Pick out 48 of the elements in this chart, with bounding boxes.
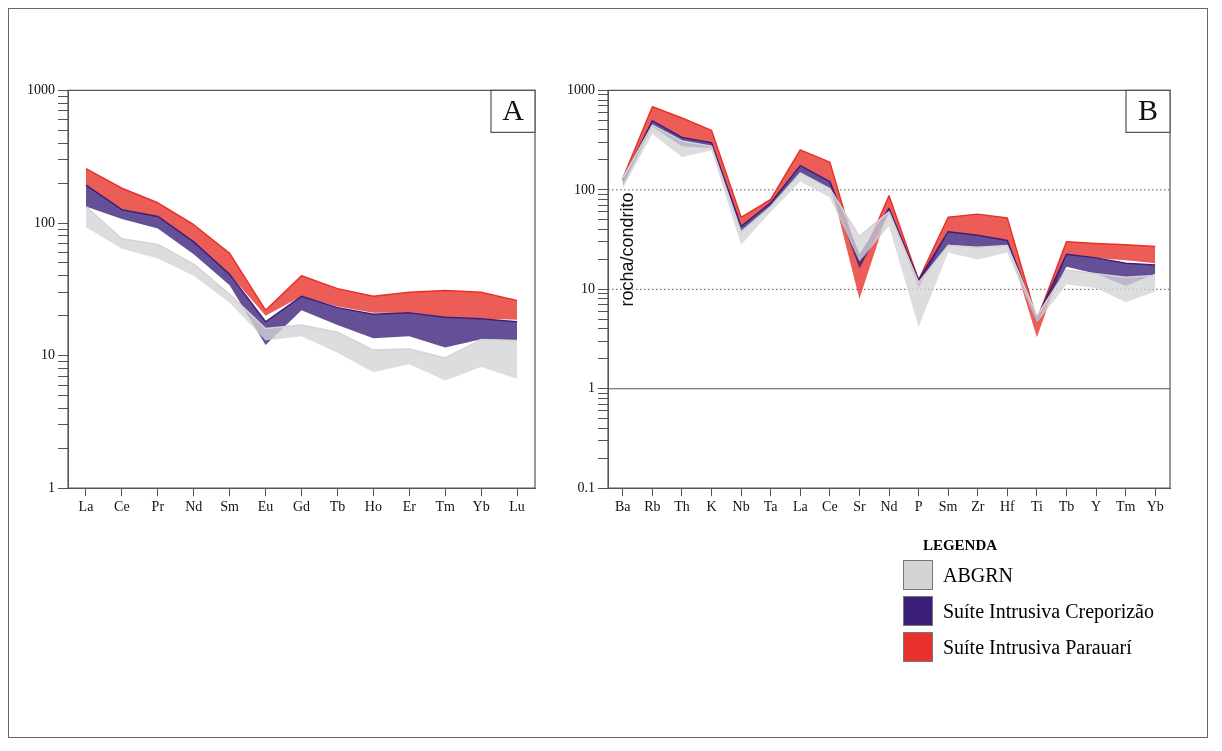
x-tick-label: Th [674,499,690,515]
x-tick-label: Sm [938,499,958,515]
x-tick-label: La [792,499,809,515]
x-tick-label: La [78,499,95,515]
x-tick-label: Rb [644,499,661,515]
x-tick-label: Eu [257,499,274,515]
x-tick-label: Nd [880,499,898,515]
x-tick-label: K [706,499,717,515]
x-tick-label: Yb [1146,499,1164,515]
x-tick-label: Sr [853,499,866,515]
y-tick-label: 10 [41,347,55,363]
y-tick-label: 100 [34,214,55,230]
x-tick-label: Tm [435,499,456,515]
x-tick-label: P [914,499,923,515]
y-tick-label: 10 [581,280,595,296]
x-tick-label: Tb [1058,499,1075,515]
y-axis-title: rocha/condrito [616,192,637,307]
x-tick-label: Nd [185,499,203,515]
y-tick-label: 1 [48,479,55,495]
legend-label: Suíte Intrusiva Creporizão [942,599,1154,623]
y-tick-label: 1000 [27,82,55,98]
x-tick-label: Ta [763,499,779,515]
legend-label: Suíte Intrusiva Parauarí [942,635,1132,659]
legend-label: ABGRN [942,563,1013,587]
x-tick-label: Gd [292,499,311,515]
x-tick-label: Y [1090,499,1102,515]
y-tick-label: 100 [574,181,595,197]
legend-title: LEGENDA [922,537,999,554]
x-tick-label: Pr [151,499,165,515]
x-tick-label: Yb [472,499,490,515]
x-tick-label: Sm [220,499,240,515]
x-tick-label: Zr [971,499,985,515]
annotation: A [502,93,525,127]
x-tick-label: Ho [364,499,382,515]
x-tick-label: Ce [822,499,838,515]
x-tick-label: Tb [329,499,346,515]
y-tick-label: 1000 [567,82,595,98]
x-tick-label: Ba [615,499,632,515]
x-tick-label: Ce [114,499,130,515]
annotation: B [1137,93,1159,127]
y-tick-label: 0.1 [577,479,595,495]
x-tick-label: Hf [999,499,1016,515]
x-tick-label: Tm [1115,499,1136,515]
x-tick-label: Nb [732,499,750,515]
x-tick-label: Lu [509,499,525,515]
x-tick-label: Ti [1030,499,1043,515]
y-tick-label: 1 [588,380,595,396]
x-tick-label: Er [402,499,417,515]
